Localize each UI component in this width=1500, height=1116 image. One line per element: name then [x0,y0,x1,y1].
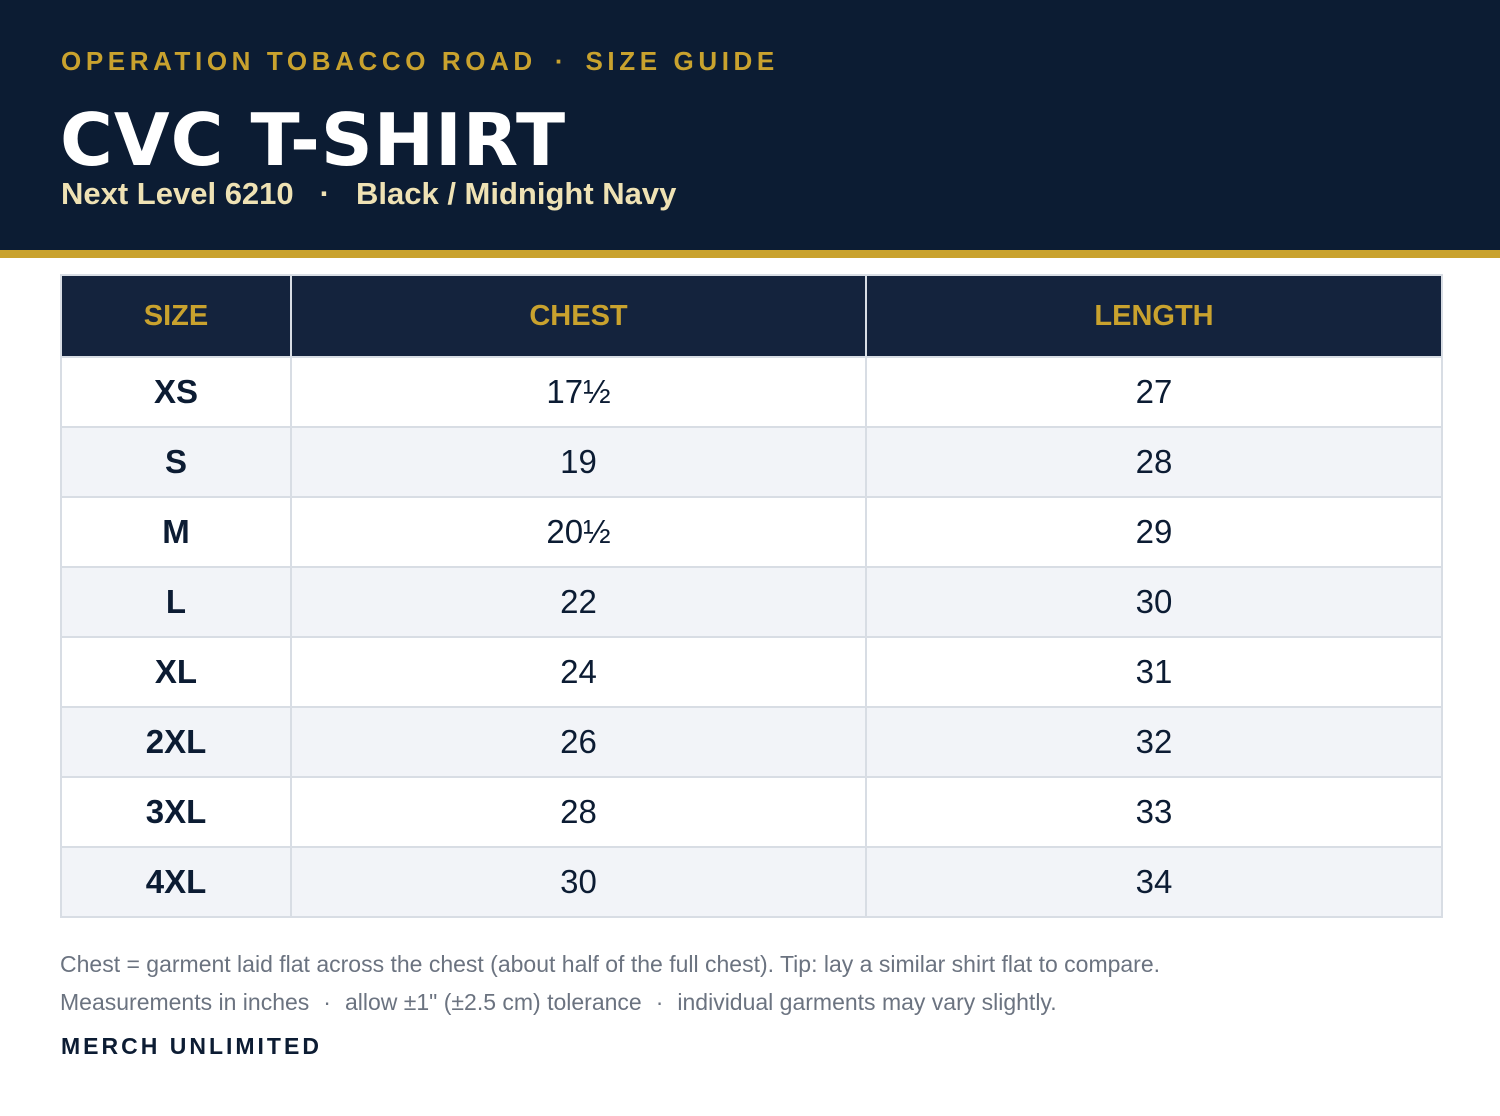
table-row: 4XL 30 34 [60,846,1443,918]
chest-cell: 19 [290,426,867,498]
table-row: 3XL 28 33 [60,776,1443,848]
note-separator: · [323,989,331,1015]
chest-cell: 20½ [290,496,867,568]
size-cell: 3XL [60,776,292,848]
table-row: 2XL 26 32 [60,706,1443,778]
length-cell: 31 [865,636,1443,708]
length-cell: 27 [865,356,1443,428]
brand-name: MERCH UNLIMITED [61,1033,322,1059]
eyebrow: OPERATION TOBACCO ROAD · SIZE GUIDE [61,46,779,77]
subtitle-separator: · [319,176,330,211]
size-cell: 2XL [60,706,292,778]
product-color: Black / Midnight Navy [355,176,677,211]
table-row: M 20½ 29 [60,496,1443,568]
size-cell: S [60,426,292,498]
size-table: SIZE CHEST LENGTH XS 17½ 27 S 19 28 M 20… [60,274,1443,918]
size-cell: L [60,566,292,638]
table-row: L 22 30 [60,566,1443,638]
length-cell: 29 [865,496,1443,568]
table-row: S 19 28 [60,426,1443,498]
eyebrow-separator: · [554,46,564,76]
chest-note: Chest = garment laid flat across the che… [60,951,1161,977]
column-header-size: SIZE [60,274,292,358]
note-separator: · [655,989,664,1015]
length-cell: 28 [865,426,1443,498]
chest-cell: 22 [290,566,867,638]
chest-cell: 30 [290,846,867,918]
size-cell: 4XL [60,846,292,918]
size-cell: XS [60,356,292,428]
chest-cell: 26 [290,706,867,778]
length-cell: 33 [865,776,1443,848]
size-cell: XL [60,636,292,708]
measurement-note: Measurements in inches · allow ±1" (±2.5 c… [60,989,1057,1016]
subtitle: Next Level 6210 · Black / Midnight Navy [61,176,676,212]
units-note: Measurements in inches [60,989,310,1015]
product-model: Next Level 6210 [61,176,294,211]
variance-note: individual garments may vary slightly. [677,989,1057,1015]
size-cell: M [60,496,292,568]
guide-label: SIZE GUIDE [585,46,779,76]
table-row: XS 17½ 27 [60,356,1443,428]
table-header-row: SIZE CHEST LENGTH [60,274,1443,358]
column-header-chest: CHEST [290,274,867,358]
gold-divider [0,250,1500,258]
chest-cell: 17½ [290,356,867,428]
header-banner: OPERATION TOBACCO ROAD · SIZE GUIDE CVC T-… [0,0,1500,250]
chest-cell: 28 [290,776,867,848]
table-row: XL 24 31 [60,636,1443,708]
length-cell: 32 [865,706,1443,778]
chest-cell: 24 [290,636,867,708]
length-cell: 34 [865,846,1443,918]
tolerance-note: allow ±1" (±2.5 cm) tolerance [344,989,642,1015]
event-name: OPERATION TOBACCO ROAD [61,46,537,76]
column-header-length: LENGTH [865,274,1443,358]
length-cell: 30 [865,566,1443,638]
page-title: CVC T-SHIRT [60,98,567,182]
